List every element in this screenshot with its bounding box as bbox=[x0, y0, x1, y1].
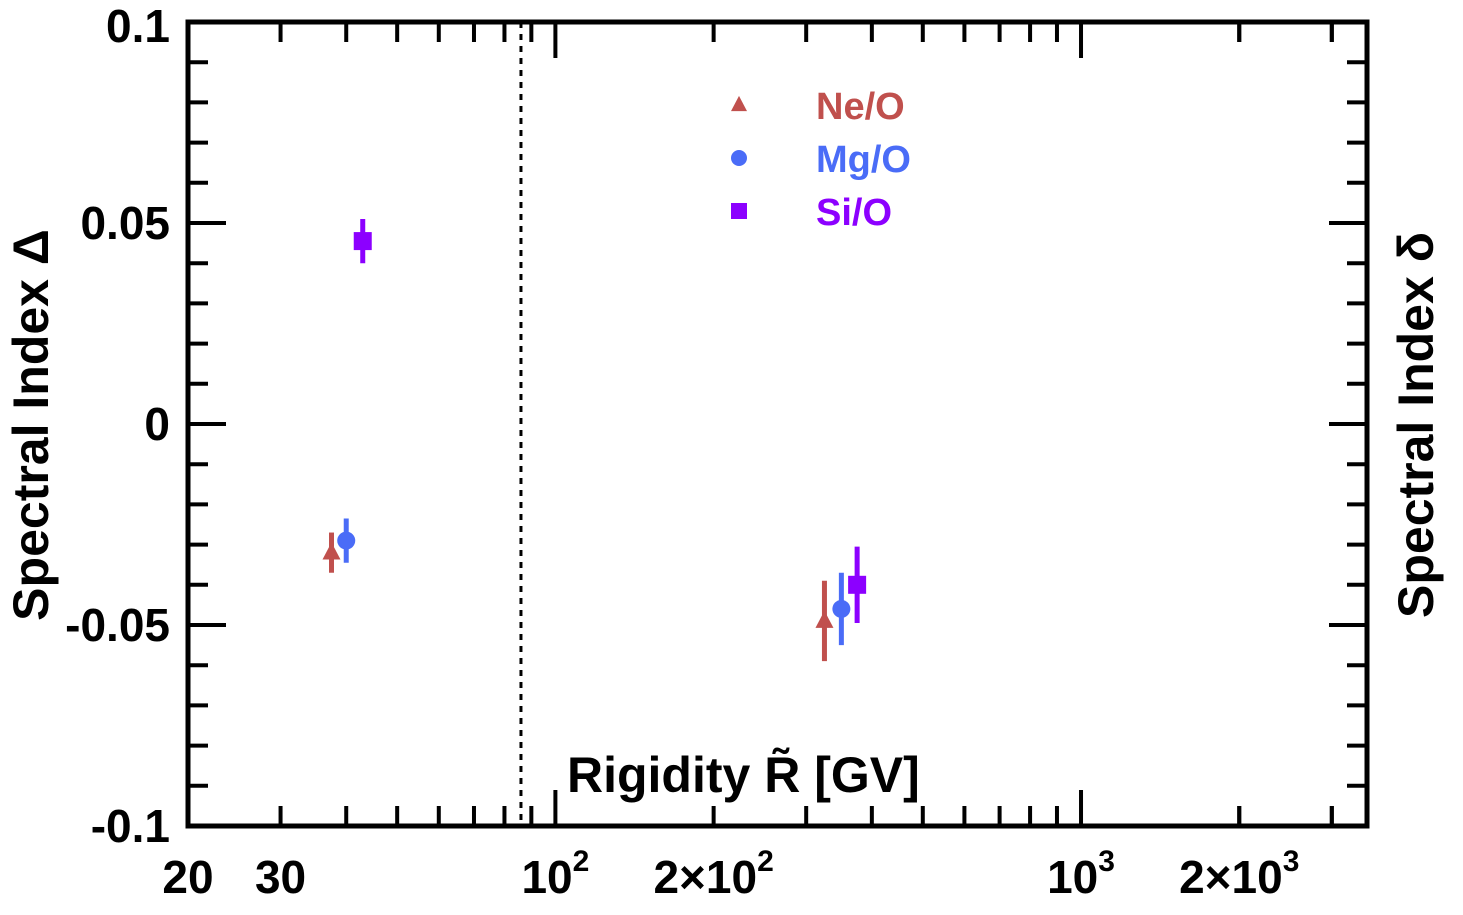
data-point bbox=[337, 531, 356, 550]
y-tick-label: 0.1 bbox=[106, 0, 170, 52]
axis-ticks bbox=[186, 20, 1367, 828]
plot-frame bbox=[185, 19, 1370, 829]
x-tick-label: 103 bbox=[1047, 845, 1115, 903]
x-tick-label-exponent: 2 bbox=[573, 845, 590, 878]
y-tick-label: -0.05 bbox=[65, 599, 170, 651]
x-tick-label-base: 2×10 bbox=[1179, 851, 1283, 903]
x-tick-labels: 20 30 102 2×102 103 2×103 bbox=[162, 845, 1299, 903]
y-tick-label: 0 bbox=[144, 398, 170, 450]
x-tick-label: 20 bbox=[162, 851, 213, 903]
x-axis-label: Rigidity R̃ [GV] bbox=[567, 747, 920, 803]
x-tick-label-base: 10 bbox=[521, 851, 572, 903]
legend-label: Si/O bbox=[816, 192, 892, 234]
x-tick-label-exponent: 3 bbox=[1283, 845, 1300, 878]
x-tick-label: 2×102 bbox=[653, 845, 773, 903]
x-tick-label-base: 20 bbox=[162, 851, 213, 903]
legend-marker bbox=[731, 95, 747, 112]
legend: Ne/O Mg/O Si/O bbox=[731, 86, 911, 234]
legend-label: Mg/O bbox=[816, 139, 911, 181]
x-tick-label-base: 2×10 bbox=[653, 851, 757, 903]
data-point bbox=[815, 610, 834, 628]
x-tick-label: 2×103 bbox=[1179, 845, 1299, 903]
legend-marker bbox=[731, 203, 747, 219]
x-tick-label-exponent: 3 bbox=[1098, 845, 1115, 878]
x-tick-label-base: 30 bbox=[255, 851, 306, 903]
y-axis-label: Spectral Index Δ bbox=[3, 229, 59, 621]
data-point bbox=[353, 232, 372, 251]
legend-marker bbox=[731, 150, 747, 166]
data-point bbox=[322, 542, 341, 560]
legend-label: Ne/O bbox=[816, 86, 905, 128]
x-tick-label-exponent: 2 bbox=[757, 845, 774, 878]
x-tick-label: 102 bbox=[521, 845, 589, 903]
data-points bbox=[322, 218, 867, 662]
x-tick-label-base: 10 bbox=[1047, 851, 1098, 903]
data-point bbox=[848, 575, 867, 594]
y-tick-label: 0.05 bbox=[80, 197, 170, 249]
y-axis-label-right: Spectral Index δ bbox=[1388, 232, 1444, 618]
y-tick-labels: 0.1 0.05 0 -0.05 -0.1 bbox=[65, 0, 170, 852]
y-tick-label: -0.1 bbox=[91, 800, 170, 852]
x-tick-label: 30 bbox=[255, 851, 306, 903]
data-point bbox=[832, 599, 851, 618]
